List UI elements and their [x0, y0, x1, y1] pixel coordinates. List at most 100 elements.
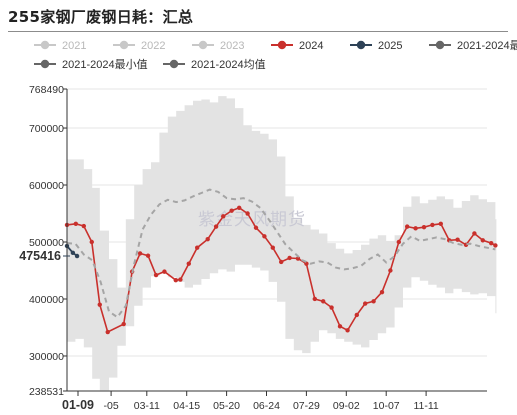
point-2024: [237, 205, 242, 211]
legend-swatch-dot: [356, 40, 366, 50]
legend-label: 2025: [378, 40, 402, 52]
point-2024: [178, 277, 183, 282]
y-tick-label: 500000: [29, 237, 64, 249]
legend-label: 2022: [141, 40, 165, 52]
legend-label: 2024: [299, 40, 323, 52]
legend-label: 2021: [62, 40, 86, 52]
legend-label: 2021-2024最大值: [457, 38, 517, 52]
legend-swatch-dot: [198, 40, 208, 50]
chart-legend: 2021 2022 2023 2024 2025 2021-2024最大值 2021-202…: [34, 38, 517, 71]
point-2025: [74, 253, 80, 259]
point-2024: [81, 223, 87, 229]
point-2024: [205, 236, 210, 242]
legend-item-3: 2024: [271, 40, 323, 52]
point-2024: [162, 269, 167, 274]
point-2024: [89, 239, 94, 245]
point-2024: [137, 251, 143, 256]
point-2024: [173, 277, 178, 283]
series-2021-2024均值: [66, 188, 496, 319]
x-tick-label: -05: [104, 400, 119, 412]
legend-item-0: 2021: [34, 40, 86, 52]
point-2024: [388, 268, 393, 273]
legend-swatch-dot: [40, 40, 50, 50]
minmax-band-area: [67, 96, 497, 391]
point-2024: [379, 289, 385, 295]
point-2024: [405, 224, 410, 229]
point-2024: [213, 224, 219, 229]
current-value-marker: 475416: [19, 249, 70, 263]
legend-item-1: 2022: [113, 40, 165, 52]
legend-swatch-dot: [277, 40, 287, 50]
point-2024: [221, 214, 226, 219]
point-2024: [354, 312, 359, 318]
point-2024: [345, 328, 350, 333]
point-2024: [186, 261, 191, 266]
x-tick-label: 10-07: [373, 400, 400, 412]
x-tick-label: 09-02: [333, 400, 360, 412]
point-2024: [195, 245, 200, 250]
legend-swatch-dot: [40, 59, 50, 69]
chart-title: 255家钢厂废钢日耗：汇总: [8, 8, 194, 26]
point-2025: [70, 250, 76, 256]
point-2024: [396, 239, 401, 245]
series-lines: [64, 188, 498, 335]
y-tick-label: 300000: [29, 351, 64, 363]
point-2024: [262, 234, 267, 239]
legend-item-5: 2021-2024最大值: [429, 38, 517, 52]
point-2024: [363, 301, 368, 306]
x-tick-label: 03-11: [134, 400, 160, 412]
point-2024: [413, 226, 418, 231]
point-2024: [321, 299, 326, 304]
point-2024: [472, 231, 477, 236]
point-2024: [421, 224, 427, 230]
point-2024: [455, 237, 460, 242]
minmax-band: [67, 96, 497, 391]
point-2024: [121, 321, 126, 327]
legend-swatch-dot: [435, 40, 445, 50]
legend-label: 2021-2024均值: [191, 58, 266, 71]
legend-label: 2023: [220, 40, 244, 52]
y-tick-label: 700000: [29, 123, 64, 135]
x-tick-label: 07-29: [293, 400, 320, 412]
x-tick-label: 01-09: [62, 398, 94, 412]
series-2024: [64, 205, 498, 335]
x-axis: 01-09 -05 03-11 04-15 05-20 06-24 07-29 09-02 10…: [62, 390, 487, 412]
point-2024: [97, 302, 102, 307]
legend-swatch-dot: [169, 59, 179, 69]
point-2024: [371, 299, 376, 304]
y-tick-label: 768490: [29, 84, 64, 96]
point-2024: [245, 211, 250, 216]
average-line: [66, 188, 496, 319]
point-2024: [337, 324, 343, 329]
point-2024: [73, 221, 79, 226]
y-tick-label: 600000: [29, 180, 64, 192]
y-axis: 768490 700000 600000 500000 400000 300000 2385…: [29, 84, 68, 398]
legend-item-6: 2021-2024最小值: [34, 58, 148, 71]
x-tick-label: 06-24: [253, 400, 280, 412]
x-tick-label: 05-20: [213, 400, 240, 412]
legend-item-4: 2025: [350, 40, 402, 52]
legend-label: 2021-2024最小值: [62, 58, 148, 71]
point-2024: [279, 259, 284, 265]
point-2024: [438, 221, 443, 226]
line-2024: [66, 206, 496, 334]
x-tick-label: 11-11: [413, 400, 438, 412]
point-2024: [493, 243, 498, 248]
point-2024: [270, 245, 275, 250]
point-2024: [489, 240, 494, 246]
point-2024: [312, 296, 317, 302]
point-2024: [253, 225, 259, 230]
point-2024: [287, 255, 292, 261]
legend-item-7: 2021-2024均值: [163, 58, 266, 71]
x-tick-label: 04-15: [173, 400, 200, 412]
point-2024: [145, 253, 151, 258]
legend-swatch-dot: [119, 40, 129, 50]
point-2024: [480, 238, 485, 243]
y-tick-label: 238531: [29, 386, 64, 398]
point-2024: [329, 305, 334, 310]
y-tick-label: 400000: [29, 294, 64, 306]
title-divider: [8, 31, 508, 32]
legend-item-2: 2023: [192, 40, 244, 52]
point-2024: [229, 208, 234, 213]
